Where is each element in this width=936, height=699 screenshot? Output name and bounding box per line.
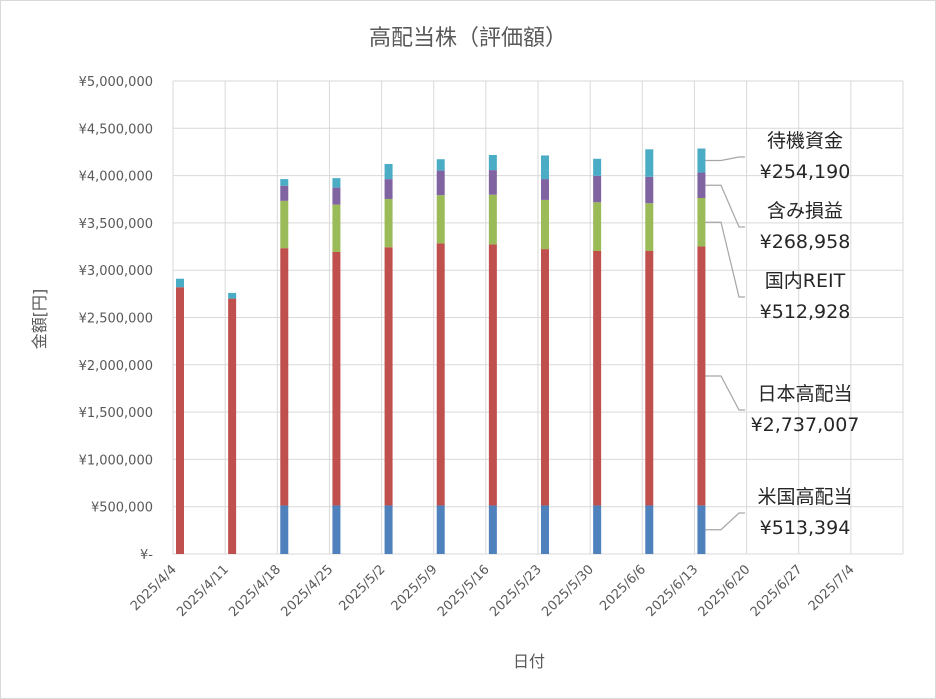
bar-segment — [697, 505, 706, 554]
bar-segment — [436, 505, 445, 554]
bar-segment — [332, 187, 341, 205]
annotation-series-label: 日本高配当 — [757, 383, 852, 405]
annotation-leader-line — [705, 156, 745, 162]
x-tick-label: 2025/5/30 — [539, 562, 597, 620]
bar-segment — [488, 505, 497, 554]
bar-segment — [541, 199, 549, 250]
bar-segment — [488, 244, 497, 506]
y-tick-label: ¥2,000,000 — [79, 359, 153, 374]
bar-segment — [280, 248, 289, 506]
bar-segment — [697, 172, 706, 198]
bar-segment — [488, 194, 497, 245]
bar-segment — [593, 175, 602, 203]
bar-segment — [436, 159, 445, 171]
bar-segment — [593, 202, 602, 251]
bar-segment — [645, 505, 654, 554]
annotation-series-label: 待機資金 — [767, 130, 843, 152]
bar-segment — [697, 148, 706, 173]
bar-segment — [593, 158, 602, 176]
bar-segment — [176, 287, 184, 554]
annotation-value: ¥512,928 — [760, 301, 851, 323]
y-tick-label: ¥2,500,000 — [79, 312, 153, 327]
bar-segment — [436, 243, 445, 506]
bar-segment — [488, 170, 497, 195]
x-tick-label: 2025/5/16 — [435, 562, 493, 620]
x-tick-label: 2025/6/27 — [748, 562, 806, 620]
y-tick-label: ¥4,000,000 — [79, 170, 153, 185]
annotation-leader-line — [705, 375, 745, 411]
bar-segment — [488, 154, 497, 171]
bar-segment — [436, 170, 445, 196]
bar-segment — [280, 179, 289, 186]
annotation-leader-line — [705, 221, 745, 298]
bar-segment — [332, 204, 341, 252]
bar-segment — [280, 185, 289, 201]
bar-segment — [384, 163, 393, 180]
annotation-leader-line — [705, 512, 745, 531]
x-tick-label: 2025/5/9 — [389, 562, 441, 614]
bar-segment — [228, 292, 237, 299]
annotation-value: ¥254,190 — [760, 161, 851, 183]
y-tick-label: ¥3,000,000 — [79, 264, 153, 279]
x-tick-label: 2025/5/23 — [487, 562, 545, 620]
bar-segment — [541, 249, 549, 506]
bar-segment — [645, 149, 654, 177]
bar-segment — [384, 198, 393, 248]
bar-segment — [280, 200, 289, 249]
chart-title: 高配当株（評価額） — [369, 26, 567, 51]
bar-segment — [332, 178, 341, 188]
bar-segment — [697, 197, 706, 247]
y-tick-label: ¥1,000,000 — [79, 453, 153, 468]
bar-segment — [645, 176, 654, 204]
bar-segment — [541, 155, 549, 180]
y-tick-label: ¥4,500,000 — [79, 122, 153, 137]
annotation-series-label: 米国高配当 — [757, 486, 852, 508]
x-tick-label: 2025/4/11 — [174, 562, 232, 620]
bar-segment — [332, 251, 341, 506]
bar-segment — [280, 505, 289, 554]
annotation-leader-line — [705, 184, 745, 228]
bar-segment — [332, 505, 341, 554]
x-tick-label: 2025/4/25 — [279, 562, 337, 620]
gridlines — [172, 80, 904, 555]
x-axis-label: 日付 — [513, 652, 545, 671]
bar-segment — [645, 203, 654, 251]
y-tick-label: ¥5,000,000 — [79, 75, 153, 90]
y-tick-labels: ¥- ¥500,000 ¥1,000,000 ¥1,500,000 ¥2,000,000… — [79, 75, 154, 563]
y-tick-label: ¥3,500,000 — [79, 217, 153, 232]
x-tick-label: 2025/4/4 — [128, 562, 180, 614]
annotation-value: ¥268,958 — [760, 231, 851, 253]
annotation-value: ¥513,394 — [760, 517, 851, 539]
bar-segment — [541, 179, 549, 200]
y-tick-label: ¥- — [140, 548, 153, 563]
bar-segment — [176, 278, 184, 288]
bar-segment — [384, 247, 393, 506]
bar-segment — [593, 505, 602, 554]
bar-segment — [228, 298, 237, 554]
bar-segment — [384, 505, 393, 554]
y-tick-label: ¥1,500,000 — [79, 406, 153, 421]
x-tick-label: 2025/5/2 — [337, 562, 389, 614]
bars — [176, 148, 706, 554]
annotation-series-label: 国内REIT — [765, 270, 846, 292]
annotation-series-label: 含み損益 — [767, 200, 843, 222]
bar-segment — [384, 179, 393, 199]
annotation-value: ¥2,737,007 — [751, 414, 860, 436]
bar-segment — [645, 250, 654, 506]
bar-segment — [593, 250, 602, 506]
x-tick-label: 2025/7/4 — [806, 562, 858, 614]
bar-segment — [541, 505, 549, 554]
x-tick-label: 2025/6/13 — [644, 562, 702, 620]
y-axis-label: 金額[円] — [30, 289, 49, 350]
annotations: 待機資金 ¥254,190 含み損益 ¥268,958 国内REIT ¥512,928 日本… — [705, 130, 859, 539]
bar-segment — [697, 246, 706, 506]
x-tick-label: 2025/4/18 — [226, 562, 284, 620]
x-tick-label: 2025/6/20 — [696, 562, 754, 620]
bar-segment — [436, 195, 445, 244]
y-tick-label: ¥500,000 — [91, 501, 153, 516]
x-tick-label: 2025/6/6 — [597, 562, 649, 614]
